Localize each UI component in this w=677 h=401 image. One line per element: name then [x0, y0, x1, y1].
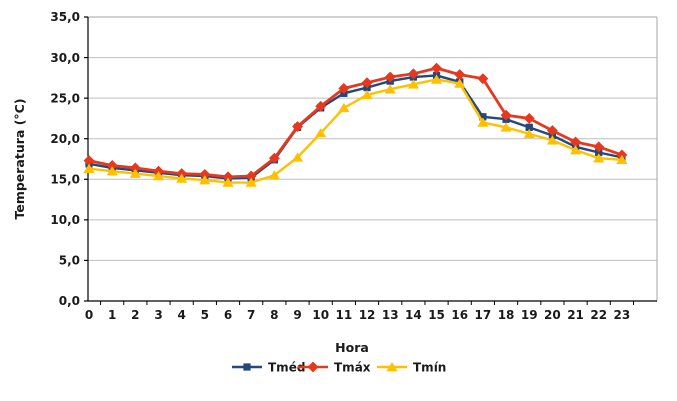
- x-tick-label: 4: [178, 308, 186, 322]
- legend-diamond-marker: [307, 361, 319, 373]
- series-tmáx: [83, 62, 628, 183]
- marker-tmáx: [407, 68, 419, 80]
- tick-labels: 0,05,010,015,020,025,030,035,00 1 2 3 4 5 6 7 8 9…: [50, 10, 630, 322]
- plot-border: [88, 16, 658, 301]
- marker-tmín: [523, 128, 535, 139]
- x-tick-label: 17: [475, 308, 492, 322]
- x-tick-label: 3: [154, 308, 162, 322]
- marker-tmín: [430, 74, 443, 84]
- axes-and-ticks: [84, 16, 657, 305]
- series-line-tméd: [87, 74, 624, 180]
- marker-tmáx: [593, 141, 605, 153]
- marker-tmáx: [338, 82, 350, 94]
- marker-tmín: [199, 175, 211, 185]
- x-tick-label: 5: [201, 308, 209, 322]
- y-tick-label: 15,0: [50, 172, 80, 186]
- marker-tmín: [245, 177, 257, 187]
- y-tick-label: 25,0: [50, 91, 80, 105]
- x-tick-label: 13: [382, 308, 399, 322]
- legend-item-tméd: Tméd: [232, 360, 305, 374]
- marker-tmáx: [430, 62, 443, 74]
- x-tick-label: 19: [521, 308, 538, 322]
- x-tick-label: 7: [247, 308, 255, 322]
- legend-square-marker: [243, 363, 251, 371]
- marker-tmín: [291, 152, 304, 162]
- marker-tmín: [477, 117, 489, 127]
- marker-tmín: [569, 144, 582, 155]
- y-tick-label: 20,0: [50, 132, 80, 146]
- x-tick-label: 23: [614, 308, 631, 322]
- y-tick-label: 35,0: [50, 10, 80, 24]
- x-tick-label: 15: [428, 308, 445, 322]
- y-tick-label: 0,0: [59, 294, 80, 308]
- x-tick-label: 10: [312, 308, 329, 322]
- marker-tmín: [593, 153, 605, 163]
- marker-tmín: [338, 102, 350, 113]
- x-tick-label: 6: [224, 308, 232, 322]
- legend-label: Tmín: [413, 360, 446, 374]
- marker-tmáx: [454, 69, 466, 81]
- marker-tmín: [268, 170, 281, 180]
- marker-tmáx: [477, 73, 489, 85]
- y-axis-title: Temperatura (°C): [12, 98, 27, 219]
- data-series: [83, 62, 628, 187]
- y-tick-label: 30,0: [50, 51, 80, 65]
- x-tick-label: 14: [405, 308, 422, 322]
- marker-tmáx: [384, 71, 396, 83]
- series-tmín: [83, 74, 628, 187]
- x-tick-label: 12: [359, 308, 376, 322]
- marker-tmín: [384, 84, 396, 94]
- legend-triangle-marker: [386, 361, 398, 372]
- marker-tmáx: [500, 109, 512, 121]
- marker-tmín: [176, 173, 188, 183]
- x-tick-label: 11: [336, 308, 353, 322]
- x-axis-title: Hora: [335, 340, 369, 355]
- series-line-tmáx: [87, 66, 624, 179]
- marker-tmín: [616, 154, 628, 165]
- x-tick-label: 2: [131, 308, 139, 322]
- marker-tmín: [407, 79, 420, 89]
- x-tick-label: 22: [590, 308, 607, 322]
- x-tick-label: 9: [293, 308, 301, 322]
- marker-tmín: [222, 177, 234, 187]
- legend-label: Tméd: [268, 360, 305, 374]
- marker-tmín: [315, 127, 327, 138]
- marker-tmín: [83, 163, 95, 173]
- y-tick-label: 10,0: [50, 213, 80, 227]
- chart-legend: Tméd Tmáx Tmín: [232, 360, 446, 374]
- marker-tmáx: [315, 100, 327, 112]
- marker-tmín: [361, 89, 373, 100]
- marker-tmín: [500, 122, 512, 132]
- x-tick-label: 18: [498, 308, 515, 322]
- marker-tmín: [454, 78, 466, 88]
- series-line-tmín: [87, 78, 624, 184]
- legend-item-tmín: Tmín: [377, 360, 446, 374]
- x-tick-label: 16: [451, 308, 468, 322]
- x-tick-label: 20: [544, 308, 561, 322]
- x-tick-label: 8: [270, 308, 278, 322]
- marker-tmín: [152, 170, 165, 181]
- legend-item-tmáx: Tmáx: [298, 360, 371, 374]
- marker-tmín: [546, 135, 559, 145]
- marker-tmáx: [523, 112, 535, 124]
- marker-tmín: [106, 166, 118, 176]
- x-tick-label: 21: [567, 308, 584, 322]
- marker-tmáx: [291, 120, 304, 133]
- x-tick-label: 0: [85, 308, 93, 322]
- legend-label: Tmáx: [334, 360, 371, 374]
- marker-tméd: [525, 123, 533, 132]
- marker-tmáx: [361, 77, 373, 89]
- y-tick-label: 5,0: [59, 254, 80, 268]
- x-tick-label: 1: [108, 308, 116, 322]
- marker-tmáx: [268, 152, 280, 164]
- marker-tmín: [129, 168, 141, 178]
